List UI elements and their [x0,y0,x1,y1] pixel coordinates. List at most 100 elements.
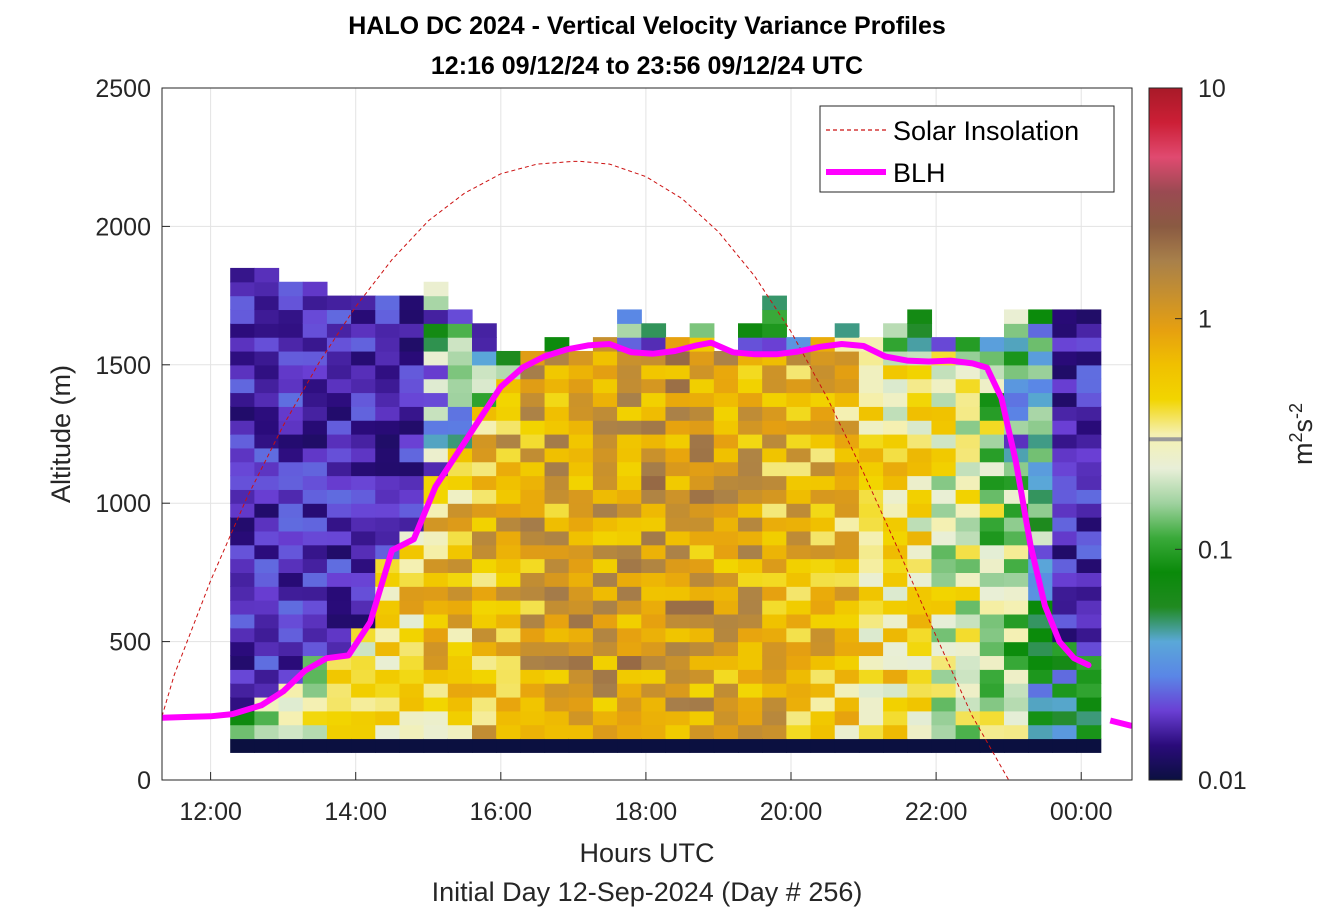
heatmap-cell [979,558,1005,573]
heatmap-cell [278,586,304,601]
heatmap-cell [592,724,618,740]
heatmap-cell [1003,738,1029,753]
heatmap-cell [278,392,304,407]
heatmap-cell [520,489,546,504]
heatmap-cell [713,530,739,546]
heatmap-cell [399,309,425,324]
heatmap-cell [326,696,352,712]
heatmap-cell [520,558,546,573]
heatmap-cell [907,738,933,753]
x-tick-label: 12:00 [179,798,242,826]
heatmap-cell [810,738,836,753]
heatmap-cell [351,295,376,311]
heatmap-cell [496,613,521,629]
heatmap-cell [302,434,328,449]
heatmap-cell [472,655,497,670]
heatmap-cell [883,572,908,587]
heatmap-cell [738,503,763,518]
heatmap-cell [738,323,763,338]
heatmap-cell [762,489,787,504]
heatmap-cell [1028,683,1053,698]
heatmap-cell [762,309,787,324]
heatmap-cell [568,364,594,380]
heatmap-cell [447,544,473,560]
heatmap-cell [762,572,787,587]
heatmap-cell [617,572,642,587]
heatmap-cell [786,530,812,546]
heatmap-cell [326,364,352,380]
heatmap-cell [278,613,304,629]
heatmap-cell [520,710,546,726]
heatmap-cell [907,613,933,629]
heatmap-cell [1003,337,1029,352]
heatmap-cell [858,738,884,753]
heatmap-cell [762,530,787,546]
heatmap-cell [931,696,957,712]
heatmap-cell [230,544,255,560]
heatmap-cell [955,364,981,380]
y-axis-label: Altitude (m) [46,365,76,503]
heatmap-cell [810,489,836,504]
heatmap-cell [713,655,739,670]
heatmap-cell [254,586,280,601]
heatmap-cell [1076,447,1102,463]
heatmap-cell [1028,392,1053,407]
heatmap-cell [858,600,884,615]
heatmap-cell [810,558,836,573]
heatmap-cell [1052,350,1078,366]
heatmap-cell [254,641,280,657]
heatmap-cell [472,641,497,657]
heatmap-cell [1052,600,1078,615]
heatmap-cell [544,406,570,421]
heatmap-cell [520,503,546,518]
colorbar-label-exp2: -2 [1286,403,1306,419]
colorbar-tick-label: 0.1 [1198,536,1233,564]
heatmap-cell [1076,434,1102,449]
heatmap-cell [496,350,521,366]
heatmap-cell [326,461,352,477]
heatmap-cell [326,406,352,421]
heatmap-cell [302,447,328,463]
heatmap-cell [302,544,328,560]
heatmap-cell [278,489,304,504]
heatmap-cell [496,683,521,698]
x-tick-label: 00:00 [1050,798,1113,826]
heatmap-cell [834,461,860,477]
heatmap-cell [641,475,667,490]
heatmap-cell [641,655,667,670]
heatmap-cell [786,392,812,407]
heatmap-cell [786,489,812,504]
heatmap-cell [762,655,787,670]
heatmap-cell [931,558,957,573]
heatmap-cell [568,738,594,753]
heatmap-cell [326,378,352,394]
heatmap-cell [278,447,304,463]
heatmap-cell [1052,461,1078,477]
heatmap-cell [810,378,836,394]
heatmap-cell [544,600,570,615]
heatmap-cell [544,378,570,394]
heatmap-cell [955,696,981,712]
heatmap-cell [979,669,1005,684]
y-tick-label: 0 [137,767,151,795]
heatmap-cell [858,475,884,490]
heatmap-cell [447,461,473,477]
heatmap-cell [447,600,473,615]
heatmap-cell [689,696,715,712]
heatmap-cell [230,489,255,504]
heatmap-cell [1028,461,1053,477]
heatmap-cell [738,738,763,753]
heatmap-cell [955,572,981,587]
heatmap-cell [810,600,836,615]
heatmap-cell [883,613,908,629]
colorbar-ticks: 0.01 0.1 1 10 [1149,75,1247,795]
heatmap-cell [592,475,618,490]
heatmap-cell [931,683,957,698]
heatmap-cell [931,461,957,477]
heatmap-cell [689,710,715,726]
heatmap-cell [689,586,715,601]
heatmap-cell [399,378,425,394]
heatmap-cell [883,683,908,698]
heatmap-cell [326,420,352,435]
heatmap-cell [447,683,473,698]
